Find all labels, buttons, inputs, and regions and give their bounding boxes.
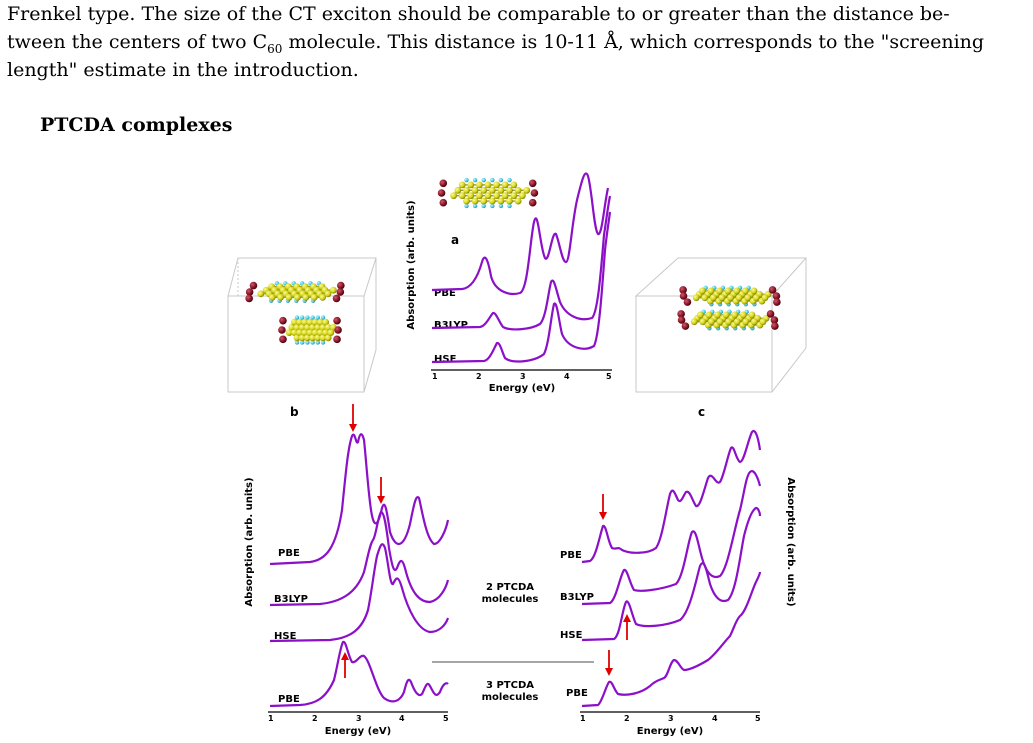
paragraph-line-3: length" estimate in the introduction. (7, 59, 359, 81)
panel-b: b Absorption (arb. units) 1 2 3 4 5 Ener… (244, 404, 450, 737)
panel-c-tick-5: 5 (755, 714, 761, 723)
panel-a-series-b3lyp: B3LYP (434, 320, 468, 331)
panel-b-tick-1: 1 (268, 714, 274, 723)
panel-c-tick-4: 4 (712, 714, 718, 723)
ptcda-molecule-right-upper (679, 285, 781, 307)
panel-b-curve-pbe (269, 433, 450, 566)
ptcda-molecule-right-lower (677, 309, 779, 331)
ptcda-molecule-left-upper (245, 281, 345, 303)
panel-a-series-pbe: PBE (434, 288, 456, 299)
body-paragraph: Frenkel type. The size of the CT exciton… (7, 0, 1027, 84)
panel-a: a Absorption (arb. units) 1 2 3 4 5 Ener… (406, 172, 612, 394)
panel-a-tick-5: 5 (606, 372, 612, 381)
panel-a-curve-b3lyp (431, 195, 612, 331)
panel-b-curve-hse (269, 543, 450, 643)
panel-b-tick-4: 4 (399, 714, 405, 723)
panel-c-series-b3lyp: B3LYP (560, 592, 594, 603)
panel-b-tick-5: 5 (443, 714, 449, 723)
panel-c-curve-hse (581, 506, 762, 642)
panel-b-xlabel: Energy (eV) (325, 726, 391, 737)
panel-a-tick-1: 1 (432, 372, 438, 381)
panel-a-tick-3: 3 (520, 372, 526, 381)
panel-c-xlabel: Energy (eV) (637, 726, 703, 737)
ptcda-molecule-image (437, 177, 539, 209)
panel-c-ylabel: Absorption (arb. units) (785, 477, 796, 606)
panel-a-xlabel: Energy (eV) (489, 383, 555, 394)
panel-a-tick-4: 4 (564, 372, 570, 381)
ptcda-molecule-left-lower (278, 315, 342, 345)
label-3-ptcda-line1: 3 PTCDA (486, 680, 534, 691)
panel-c-arrows (599, 494, 631, 676)
panel-c-series-hse: HSE (560, 630, 583, 641)
panel-b-series-hse: HSE (274, 631, 297, 642)
panel-c-series-pbe-3: PBE (566, 688, 588, 699)
panel-a-series-hse: HSE (434, 354, 457, 365)
panel-a-curve-pbe (431, 172, 610, 295)
panel-c-curve-pbe (581, 429, 762, 564)
panel-c-label: c (698, 405, 705, 419)
panel-c-series-pbe: PBE (560, 550, 582, 561)
panel-c-tick-3: 3 (668, 714, 674, 723)
panel-a-ylabel: Absorption (arb. units) (406, 200, 417, 329)
panel-c-tick-2: 2 (624, 714, 630, 723)
paragraph-line-1: Frenkel type. The size of the CT exciton… (7, 3, 950, 25)
panel-c-tick-1: 1 (580, 714, 586, 723)
section-heading: PTCDA complexes (40, 114, 233, 136)
panel-b-label: b (290, 405, 299, 419)
panel-b-series-pbe: PBE (278, 548, 300, 559)
label-3-ptcda-line2: molecules (482, 692, 539, 703)
panel-a-tick-2: 2 (476, 372, 482, 381)
panel-b-tick-3: 3 (356, 714, 362, 723)
label-2-ptcda-line2: molecules (482, 594, 539, 605)
panel-b-curve-b3lyp (269, 510, 450, 607)
panel-b-ylabel: Absorption (arb. units) (244, 477, 255, 606)
panel-b-tick-2: 2 (312, 714, 318, 723)
paragraph-line-2: tween the centers of two C60 molecule. T… (7, 31, 985, 56)
panel-b-series-b3lyp: B3LYP (274, 594, 308, 605)
panel-b-series-pbe-3: PBE (278, 694, 300, 705)
panel-c: c Absorption (arb. units) 1 2 3 4 5 Ener… (560, 405, 796, 737)
panel-c-curve-pbe-3 (581, 571, 762, 708)
label-2-ptcda-line1: 2 PTCDA (486, 582, 534, 593)
panel-a-curve-hse (431, 211, 612, 364)
panel-c-curve-b3lyp (581, 470, 762, 606)
panel-b-arrows (341, 404, 385, 678)
panel-b-curve-pbe-3 (269, 640, 449, 708)
panel-a-label: a (451, 233, 459, 247)
